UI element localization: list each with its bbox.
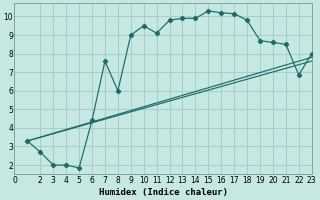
- X-axis label: Humidex (Indice chaleur): Humidex (Indice chaleur): [99, 188, 228, 197]
